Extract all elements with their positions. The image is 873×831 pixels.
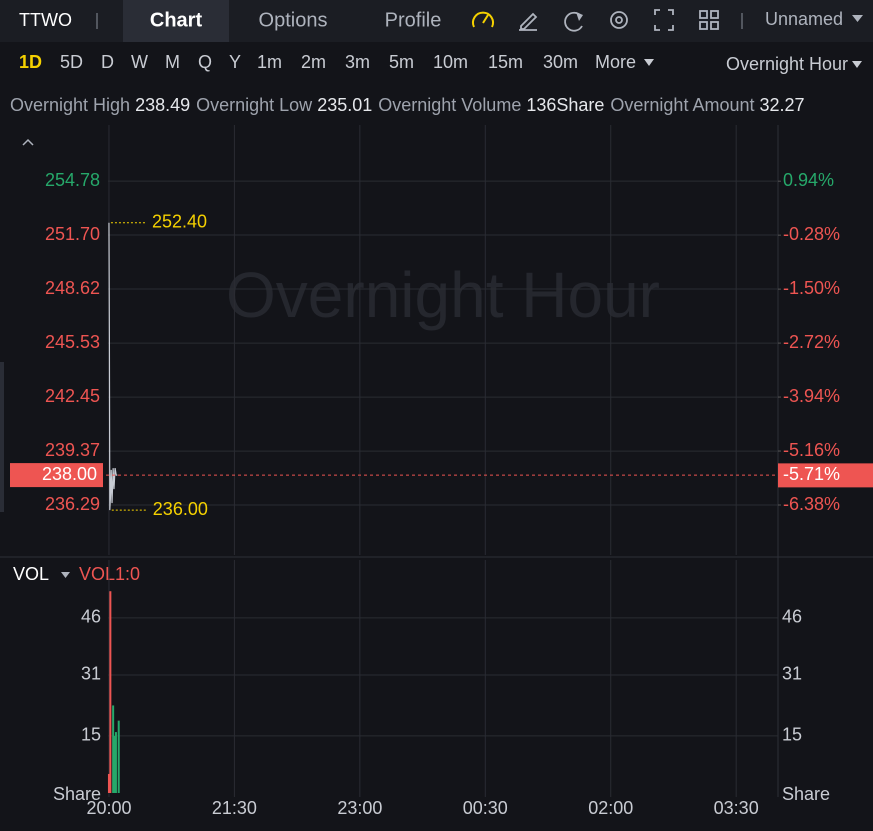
period-button[interactable]: 1D bbox=[19, 52, 42, 72]
period-button[interactable]: More bbox=[595, 52, 636, 72]
indicator-label: VOL1:0 bbox=[79, 564, 140, 584]
settings-icon[interactable] bbox=[610, 11, 628, 29]
volume-bar bbox=[109, 591, 112, 793]
tab[interactable]: Profile bbox=[385, 9, 442, 31]
annotation-label: 252.40 bbox=[152, 212, 207, 232]
x-tick-label: 02:00 bbox=[588, 798, 633, 818]
last-price-label: 238.00 bbox=[42, 464, 97, 484]
x-tick-label: 20:00 bbox=[86, 798, 131, 818]
stats-row: Overnight High 238.49 Overnight Low 235.01 O… bbox=[10, 95, 805, 115]
y2-tick-label: 0.94% bbox=[783, 170, 834, 190]
y-tick-label: 239.37 bbox=[45, 440, 100, 460]
side-handle[interactable] bbox=[0, 362, 4, 512]
period-button[interactable]: 5m bbox=[389, 52, 414, 72]
y2-tick-label: -3.94% bbox=[783, 386, 840, 406]
tab[interactable]: Chart bbox=[150, 9, 203, 31]
y-tick-label: 15 bbox=[81, 725, 101, 745]
y-tick-label: 251.70 bbox=[45, 224, 100, 244]
period-button[interactable]: 3m bbox=[345, 52, 370, 72]
stat-label: Overnight Volume bbox=[378, 95, 521, 115]
period-button[interactable]: 2m bbox=[301, 52, 326, 72]
stat-label: Overnight High bbox=[10, 95, 130, 115]
y-tick-label: 254.78 bbox=[45, 170, 100, 190]
unit-label: Share bbox=[53, 784, 101, 804]
dropdown-arrow[interactable] bbox=[61, 572, 70, 578]
y2-tick-label: -1.50% bbox=[783, 278, 840, 298]
stat-value: 136Share bbox=[526, 95, 604, 115]
period-button[interactable]: 5D bbox=[60, 52, 83, 72]
fullscreen-icon[interactable] bbox=[654, 9, 674, 31]
period-button[interactable]: D bbox=[101, 52, 114, 72]
y-tick-label: 15 bbox=[782, 725, 802, 745]
period-bar: 1D 5D D W M Q Y 1m 2m 3m 5m 10m 15m 30m More bbox=[19, 52, 654, 72]
period-button[interactable]: W bbox=[131, 52, 148, 72]
stat-label: Overnight Amount bbox=[610, 95, 754, 115]
period-button[interactable]: 30m bbox=[543, 52, 578, 72]
symbol[interactable]: TTWO bbox=[19, 10, 72, 30]
period-button[interactable]: 1m bbox=[257, 52, 282, 72]
period-button[interactable]: Q bbox=[198, 52, 212, 72]
volume-bar bbox=[117, 720, 120, 793]
dropdown-arrow bbox=[644, 59, 654, 66]
last-change-tag bbox=[778, 463, 873, 488]
session-select[interactable]: Overnight Hour bbox=[726, 54, 848, 74]
annotation-label: 236.00 bbox=[153, 499, 208, 519]
y-tick-label: 46 bbox=[782, 607, 802, 627]
y2-tick-label: -5.16% bbox=[783, 440, 840, 460]
volume-bar bbox=[113, 735, 116, 793]
indicator-title[interactable]: VOL bbox=[13, 564, 49, 584]
y2-tick-label: -6.38% bbox=[783, 494, 840, 514]
unit-label: Share bbox=[782, 784, 830, 804]
gauge-icon[interactable] bbox=[472, 11, 494, 28]
y-tick-label: 31 bbox=[81, 664, 101, 684]
period-button[interactable]: 15m bbox=[488, 52, 523, 72]
x-tick-label: 21:30 bbox=[212, 798, 257, 818]
stat-value: 235.01 bbox=[317, 95, 372, 115]
price-line bbox=[108, 222, 118, 511]
y-tick-label: 245.53 bbox=[45, 332, 100, 352]
y-tick-label: 242.45 bbox=[45, 386, 100, 406]
last-price-tag bbox=[10, 463, 103, 488]
stat-value: 32.27 bbox=[760, 95, 805, 115]
period-button[interactable]: Y bbox=[229, 52, 241, 72]
dropdown-arrow[interactable] bbox=[852, 15, 863, 22]
volume-bar bbox=[114, 732, 117, 793]
y-tick-label: 31 bbox=[782, 664, 802, 684]
collapse-icon[interactable] bbox=[22, 138, 34, 146]
volume-bar bbox=[107, 773, 110, 793]
stat-label: Overnight Low bbox=[196, 95, 313, 115]
edit-icon[interactable] bbox=[519, 12, 538, 31]
layout-name[interactable]: Unnamed bbox=[765, 9, 843, 29]
refresh-icon[interactable] bbox=[564, 11, 583, 32]
dropdown-arrow[interactable] bbox=[852, 61, 862, 68]
y2-tick-label: -2.72% bbox=[783, 332, 840, 352]
y-tick-label: 46 bbox=[81, 607, 101, 627]
layout-icon[interactable] bbox=[699, 10, 719, 30]
last-change-label: -5.71% bbox=[783, 464, 840, 484]
tab[interactable]: Options bbox=[259, 9, 328, 31]
x-tick-label: 23:00 bbox=[337, 798, 382, 818]
stat-value: 238.49 bbox=[135, 95, 190, 115]
y-tick-label: 236.29 bbox=[45, 494, 100, 514]
period-button[interactable]: 10m bbox=[433, 52, 468, 72]
active-tab bbox=[123, 0, 229, 42]
watermark: Overnight Hour bbox=[226, 259, 660, 331]
volume-bar bbox=[112, 705, 115, 793]
y-tick-label: 248.62 bbox=[45, 278, 100, 298]
x-tick-label: 00:30 bbox=[463, 798, 508, 818]
period-button[interactable]: M bbox=[165, 52, 180, 72]
y2-tick-label: -0.28% bbox=[783, 224, 840, 244]
x-tick-label: 03:30 bbox=[714, 798, 759, 818]
